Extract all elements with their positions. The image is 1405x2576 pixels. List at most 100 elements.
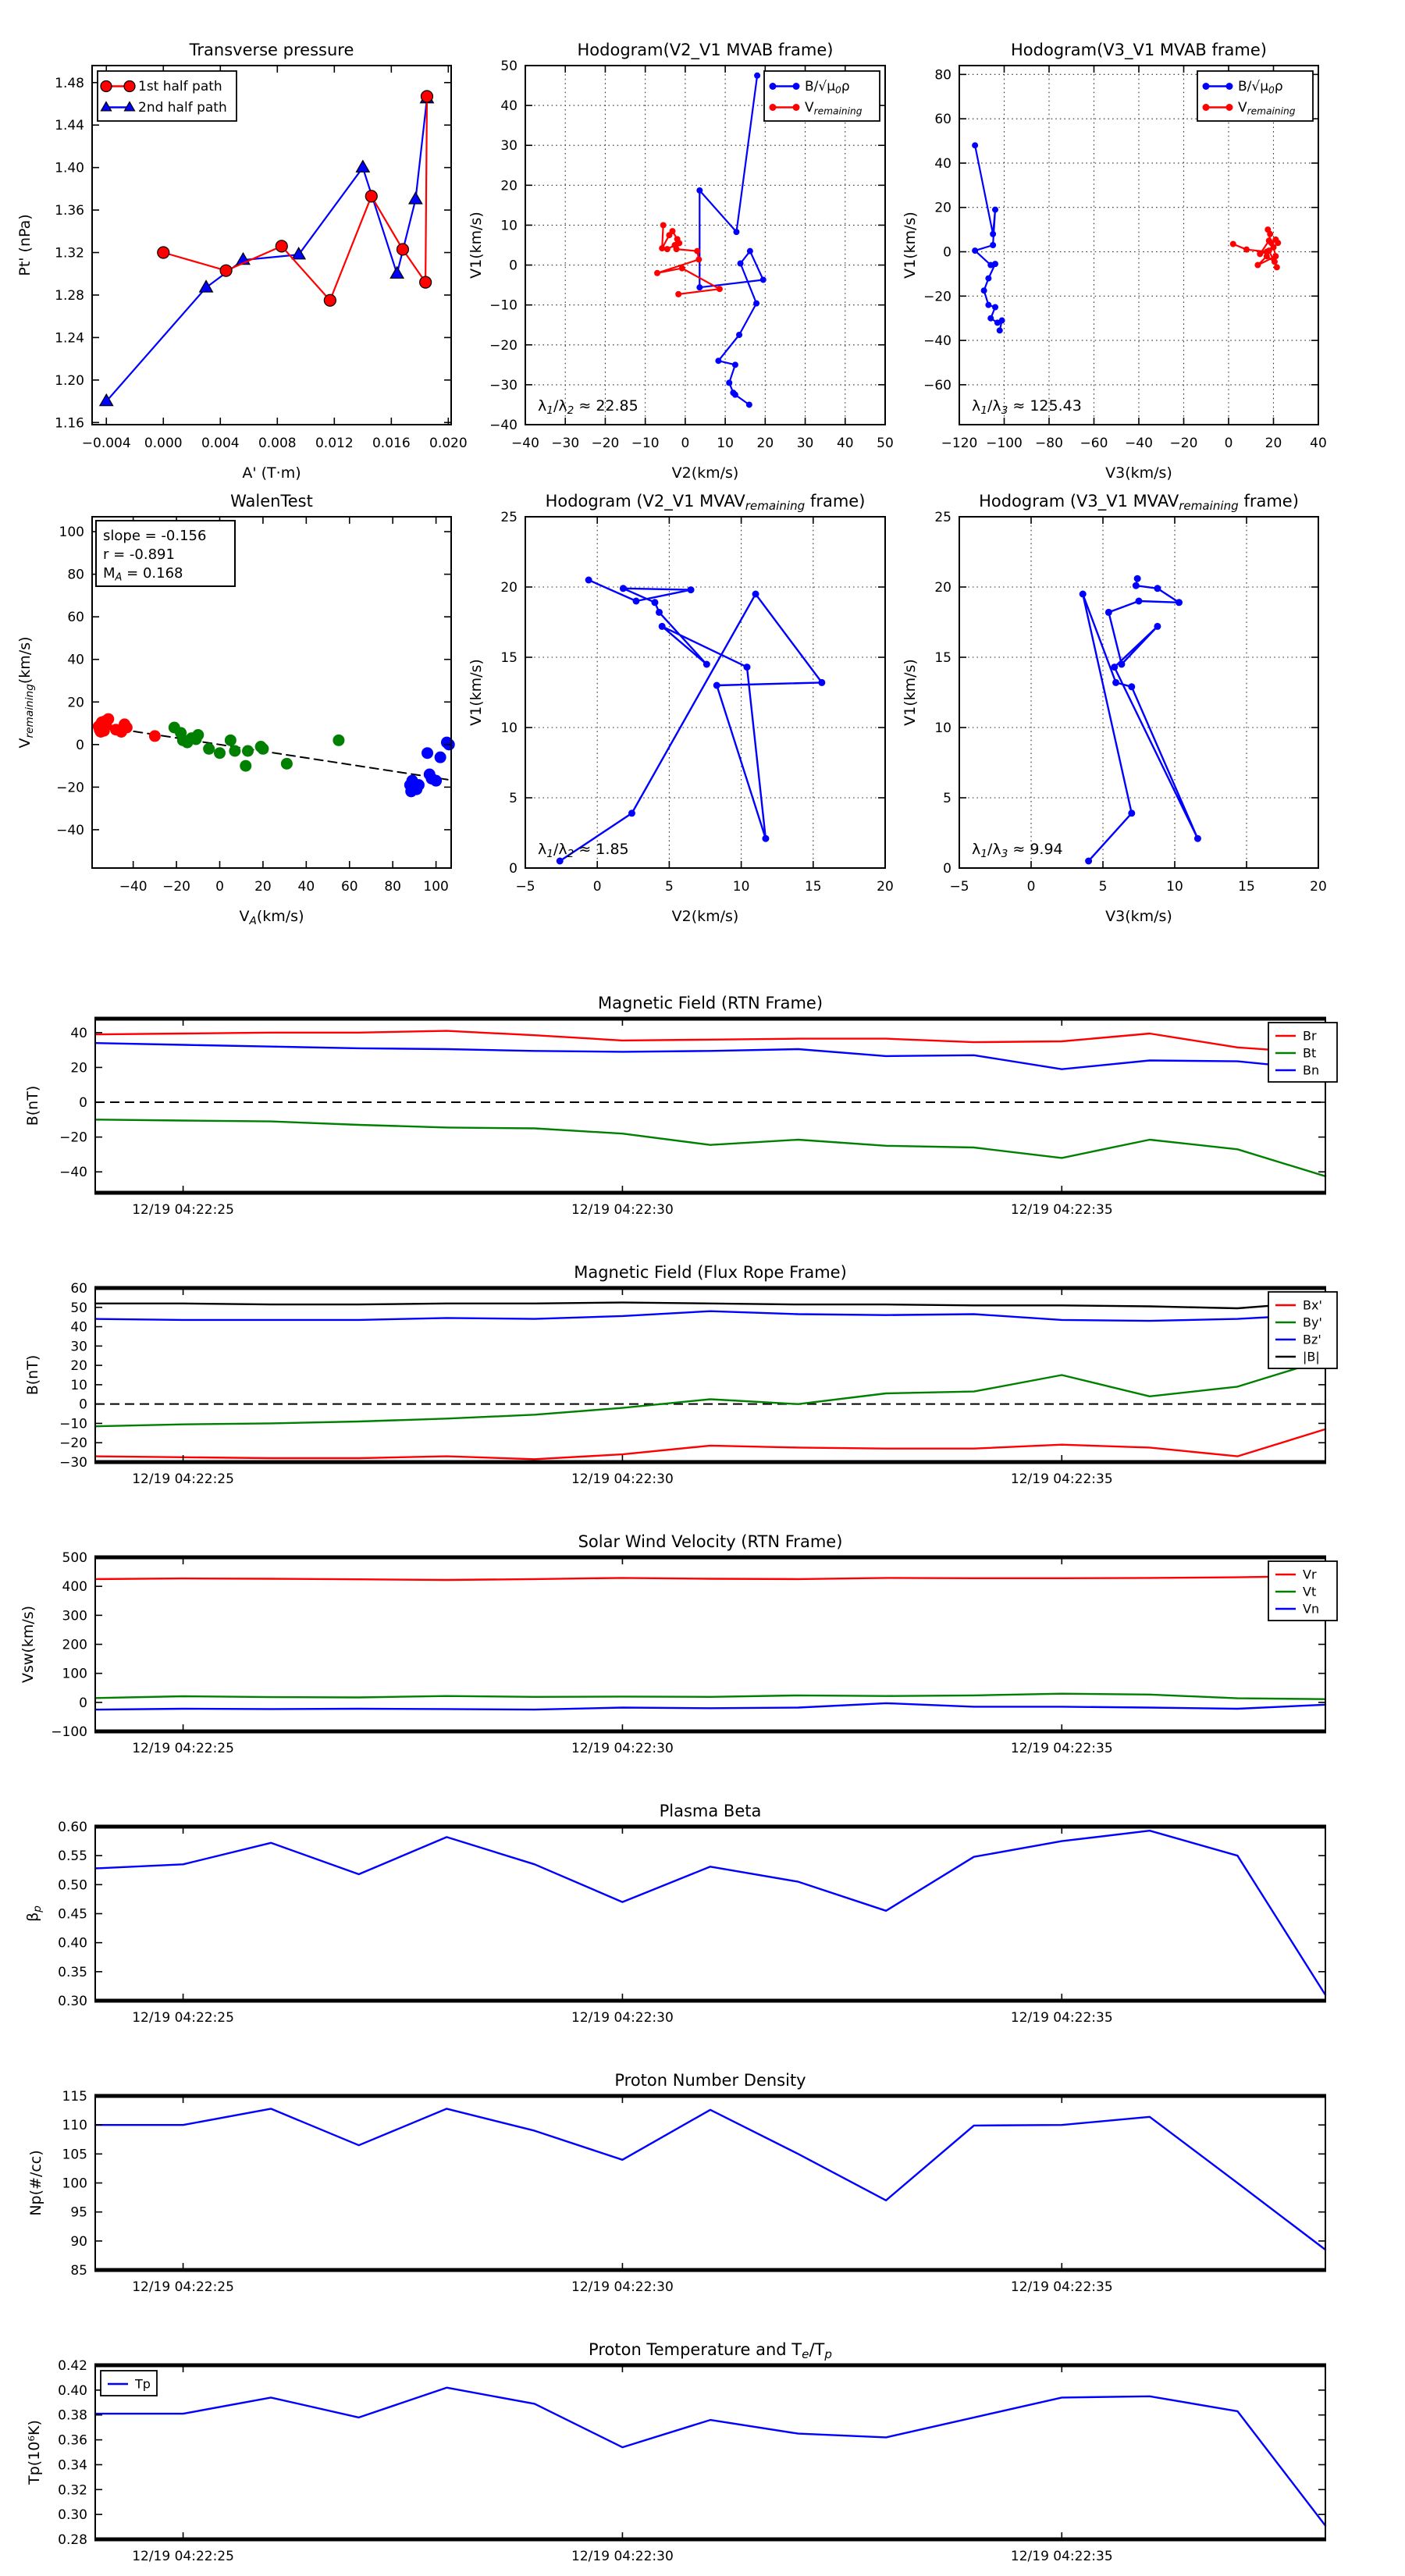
ytick-label: 0.36 <box>58 2433 87 2449</box>
ytick-label: −60 <box>923 378 951 393</box>
series-group <box>94 2386 1327 2527</box>
legend: Bx' By' Bz' |B| <box>1268 1291 1338 1369</box>
legend: Br Bt Bn <box>1268 1022 1338 1083</box>
marker-triangle <box>100 101 112 112</box>
xtick-label: 50 <box>877 436 894 451</box>
marker-dot <box>676 240 683 247</box>
marker-dot <box>731 361 738 368</box>
marker-dot <box>990 230 997 237</box>
axes-border <box>94 1557 1326 1732</box>
marker-circle <box>323 294 336 307</box>
panel-b-fr: 12/19 04:22:25 12/19 04:22:30 12/19 04:22:… <box>24 1263 1338 1487</box>
marker-dot <box>654 269 661 276</box>
marker-triangle <box>98 393 114 407</box>
marker-dot <box>1225 104 1233 111</box>
marker-dot <box>1264 226 1272 233</box>
marker-triangle <box>389 265 405 279</box>
xtick-label: 12/19 04:22:30 <box>571 1471 674 1487</box>
marker-dot <box>992 261 998 268</box>
xtick-label: 12/19 04:22:25 <box>132 1202 234 1218</box>
panel-title: Hodogram (V2_V1 MVAVremaining frame) <box>546 492 866 513</box>
xtick-label: −60 <box>1080 436 1108 451</box>
ytick-label: 5 <box>509 791 518 806</box>
marker-dot <box>430 774 443 787</box>
marker-dot <box>1135 597 1143 605</box>
xtick-label: 10 <box>733 879 750 895</box>
legend-label: B/√μ0ρ <box>1238 79 1283 95</box>
marker-dot <box>224 734 237 746</box>
xtick-label: 12/19 04:22:25 <box>132 2279 234 2295</box>
marker-dot <box>257 742 269 755</box>
panel-title: WalenTest <box>230 492 313 511</box>
ytick-label: 1.48 <box>55 76 84 91</box>
ytick-label: 0.40 <box>58 2383 87 2399</box>
marker-circle <box>123 80 136 93</box>
ytick-label: 50 <box>500 59 518 74</box>
panel-title: Hodogram(V2_V1 MVAB frame) <box>578 41 834 60</box>
marker-circle <box>219 264 233 277</box>
panel-beta: 12/19 04:22:25 12/19 04:22:30 12/19 04:22:… <box>24 1802 1327 2026</box>
marker-dot <box>203 742 215 755</box>
axes-border <box>525 65 886 425</box>
xtick-label: −40 <box>119 879 148 895</box>
marker-dot <box>628 809 635 817</box>
xtick-label: 0.016 <box>372 436 411 451</box>
ytick-label: 30 <box>500 138 518 154</box>
ytick-label: 25 <box>500 510 518 525</box>
ytick-label: 200 <box>62 1638 87 1653</box>
ytick-label: 400 <box>62 1579 87 1595</box>
legend-box <box>97 70 237 122</box>
marker-dot <box>743 664 751 671</box>
stats-box: slope = -0.156 r = -0.891 MA = 0.168 <box>95 520 236 587</box>
panel-title: Magnetic Field (Flux Rope Frame) <box>574 1263 847 1282</box>
marker-dot <box>1111 664 1119 671</box>
ytick-label: 40 <box>500 98 518 114</box>
y-axis-label: B(nT) <box>24 1086 41 1126</box>
marker-dot <box>980 287 987 294</box>
ytick-label: 60 <box>67 610 84 625</box>
xtick-label: −120 <box>941 436 978 451</box>
ytick-label: 15 <box>934 650 951 666</box>
marker-triangle <box>355 159 371 173</box>
ytick-label: 500 <box>62 1550 87 1566</box>
marker-dot <box>1272 253 1279 260</box>
marker-dot <box>1104 608 1112 616</box>
legend-label: By' <box>1303 1315 1322 1330</box>
ytick-label: 1.20 <box>55 373 84 389</box>
ytick-label: 0.50 <box>58 1877 87 1893</box>
marker-dot <box>695 256 702 263</box>
series-Bn <box>94 1041 1327 1072</box>
marker-dot <box>1128 809 1136 817</box>
legend-label: |B| <box>1303 1350 1320 1364</box>
ytick-label: 105 <box>62 2147 87 2162</box>
marker-dot <box>726 379 733 386</box>
ytick-label: 0.34 <box>58 2457 87 2473</box>
marker-dot <box>585 576 592 584</box>
ytick-label: 0.55 <box>58 1848 87 1864</box>
legend: B/√μ0ρ Vremaining <box>763 70 880 122</box>
series-1st half path <box>162 95 429 301</box>
ytick-label: 15 <box>500 650 518 666</box>
y-axis-label: Tp(10⁶K) <box>26 2420 43 2485</box>
ytick-label: 1.40 <box>55 161 84 176</box>
series-group <box>94 2108 1327 2251</box>
marker-dot <box>987 315 994 322</box>
xtick-label: −30 <box>551 436 579 451</box>
ytick-label: −40 <box>923 333 951 349</box>
marker-dot <box>673 246 680 253</box>
xtick-label: 12/19 04:22:30 <box>571 1202 674 1218</box>
series-V <box>1081 578 1199 863</box>
series-By' <box>94 1358 1327 1428</box>
ytick-label: −20 <box>59 1130 87 1146</box>
ytick-label: −20 <box>56 780 84 795</box>
marker-dot <box>759 276 767 283</box>
marker-dot <box>669 228 676 235</box>
ytick-label: 100 <box>59 525 84 540</box>
series-Np <box>94 2108 1327 2251</box>
xtick-label: 0.020 <box>429 436 468 451</box>
marker-dot <box>992 304 998 311</box>
ytick-label: −10 <box>59 1416 87 1432</box>
xtick-label: 20 <box>1310 879 1327 895</box>
marker-dot <box>1154 585 1161 592</box>
series-Tp <box>94 2386 1327 2527</box>
